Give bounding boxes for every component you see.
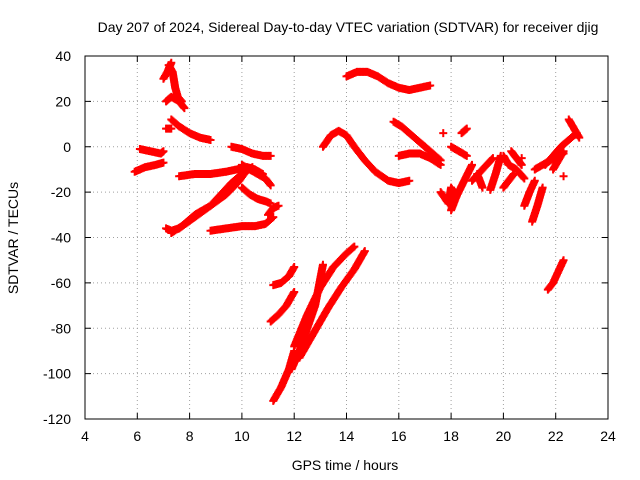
series-arc-37 bbox=[499, 169, 518, 192]
series-arc-26 bbox=[394, 149, 445, 169]
data-point-marker bbox=[266, 181, 275, 190]
series-arc-44 bbox=[549, 147, 568, 174]
data-point-marker bbox=[436, 156, 445, 165]
series-arc-6 bbox=[167, 115, 215, 144]
data-point-marker bbox=[462, 124, 471, 133]
data-point-marker bbox=[468, 160, 477, 169]
x-tick-label: 10 bbox=[234, 428, 250, 444]
data-point-marker bbox=[405, 176, 414, 185]
y-tick-label: -20 bbox=[51, 184, 71, 200]
grid-lines bbox=[85, 56, 608, 419]
x-tick-label: 22 bbox=[548, 428, 564, 444]
x-tick-label: 20 bbox=[496, 428, 512, 444]
data-point-marker bbox=[462, 151, 471, 160]
y-tick-label: -40 bbox=[51, 230, 71, 246]
series-arc-45 bbox=[559, 172, 568, 181]
series-arc-31 bbox=[457, 124, 471, 138]
data-point-marker bbox=[517, 154, 526, 163]
x-tick-label: 24 bbox=[600, 428, 616, 444]
data-point-marker bbox=[509, 169, 518, 178]
data-point-marker bbox=[290, 262, 299, 271]
series-arc-13 bbox=[227, 142, 275, 160]
data-point-marker bbox=[159, 147, 168, 156]
series-arc-4 bbox=[164, 61, 186, 106]
y-tick-label: 20 bbox=[55, 93, 71, 109]
x-axis-label: GPS time / hours bbox=[292, 457, 399, 473]
data-point-marker bbox=[426, 81, 435, 90]
series-arc-14 bbox=[237, 160, 275, 190]
data-point-marker bbox=[439, 129, 448, 138]
y-axis-label: SDTVAR / TECUs bbox=[5, 182, 21, 294]
data-point-marker bbox=[159, 158, 168, 167]
x-tick-label: 4 bbox=[81, 428, 89, 444]
y-tick-label: -80 bbox=[51, 320, 71, 336]
data-point-marker bbox=[180, 104, 189, 113]
data-point-marker bbox=[538, 183, 547, 192]
data-point-marker bbox=[318, 260, 327, 269]
data-point-marker bbox=[350, 242, 359, 251]
series-arc-2 bbox=[135, 145, 168, 158]
series-arc-34 bbox=[473, 169, 487, 192]
series-arc-46 bbox=[564, 115, 584, 142]
x-tick-label: 6 bbox=[133, 428, 141, 444]
data-point-marker bbox=[360, 247, 369, 256]
y-tick-label: 40 bbox=[55, 48, 71, 64]
y-tick-labels: -120 -100 -80 -60 -40 -20 0 20 40 bbox=[43, 48, 71, 427]
series-arc-36 bbox=[499, 151, 529, 183]
y-tick-label: -120 bbox=[43, 411, 71, 427]
series-arc-39 bbox=[517, 154, 526, 163]
series-arc-27 bbox=[420, 142, 445, 165]
series-arc-22 bbox=[295, 247, 369, 362]
series-arc-7 bbox=[162, 124, 176, 133]
data-point-marker bbox=[530, 176, 539, 185]
data-point-marker bbox=[517, 160, 526, 169]
y-tick-label: -100 bbox=[43, 366, 71, 382]
x-tick-label: 12 bbox=[286, 428, 302, 444]
series-arc-21 bbox=[290, 242, 359, 351]
data-point-marker bbox=[290, 287, 299, 296]
series-arc-47 bbox=[543, 256, 568, 294]
y-tick-label: -60 bbox=[51, 275, 71, 291]
y-tick-label: 0 bbox=[63, 139, 71, 155]
data-point-marker bbox=[559, 147, 568, 156]
series-arc-5 bbox=[162, 92, 189, 113]
x-tick-labels: 4 6 8 10 12 14 16 18 20 22 24 bbox=[81, 428, 616, 444]
x-tick-label: 16 bbox=[391, 428, 407, 444]
data-point-marker bbox=[520, 174, 529, 183]
x-tick-label: 8 bbox=[186, 428, 194, 444]
data-point-marker bbox=[266, 151, 275, 160]
series-arc-32 bbox=[439, 129, 448, 138]
series-arc-10 bbox=[175, 163, 267, 181]
data-point-marker bbox=[487, 155, 496, 164]
data-point-marker bbox=[269, 213, 278, 222]
series-arc-18 bbox=[266, 287, 299, 326]
series-arc-29 bbox=[447, 160, 477, 215]
data-point-marker bbox=[478, 183, 487, 192]
series-arc-30 bbox=[447, 142, 471, 160]
chart-title: Day 207 of 2024, Sidereal Day-to-day VTE… bbox=[98, 19, 599, 35]
data-point-marker bbox=[575, 133, 584, 142]
data-point-marker bbox=[266, 199, 275, 208]
x-tick-label: 18 bbox=[443, 428, 459, 444]
data-point-marker bbox=[488, 154, 497, 163]
series-arc-23 bbox=[318, 126, 414, 188]
x-tick-label: 14 bbox=[339, 428, 355, 444]
series-arc-15 bbox=[237, 183, 275, 208]
plot-area bbox=[130, 58, 584, 405]
series-arc-12 bbox=[206, 213, 278, 235]
data-point-marker bbox=[559, 172, 568, 181]
series-arc-16 bbox=[264, 201, 283, 219]
data-point-marker bbox=[206, 135, 215, 144]
series-arc-1 bbox=[130, 158, 168, 176]
series-arc-17 bbox=[269, 262, 299, 290]
data-point-marker bbox=[274, 201, 283, 210]
data-point-marker bbox=[559, 256, 568, 265]
series-arc-41 bbox=[528, 183, 547, 226]
series-arc-40 bbox=[520, 176, 539, 210]
series-arc-24 bbox=[342, 67, 435, 95]
data-point-marker bbox=[167, 124, 176, 133]
axes bbox=[84, 55, 609, 420]
